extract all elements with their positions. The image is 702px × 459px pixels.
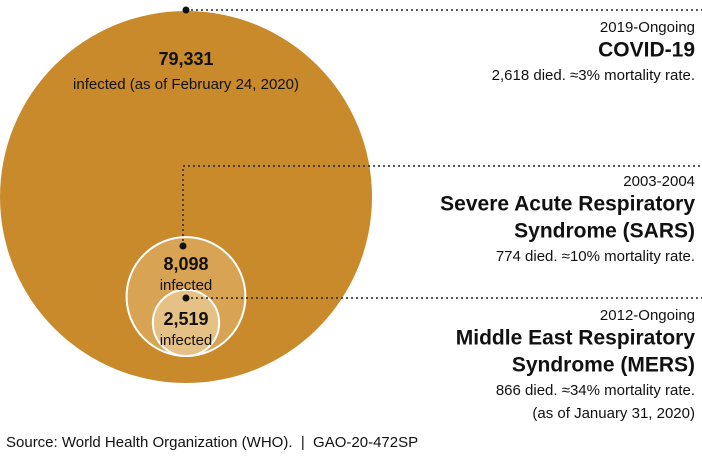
- leader-dot: [182, 6, 190, 14]
- value-note: infected (as of February 24, 2020): [73, 76, 299, 93]
- value-note: infected: [160, 277, 213, 294]
- value-label: 8,098: [163, 254, 208, 274]
- disease-name: COVID-19: [598, 39, 695, 62]
- leader-line: [182, 165, 702, 246]
- mortality-note: 774 died. ≈10% mortality rate.: [496, 248, 695, 265]
- bubble: [151, 288, 221, 358]
- value-label: 2,519: [163, 309, 208, 329]
- mortality-note: 866 died. ≈34% mortality rate.: [496, 382, 695, 399]
- mortality-note: 2,618 died. ≈3% mortality rate.: [492, 67, 695, 84]
- value-label: 79,331: [158, 49, 213, 69]
- disease-name: Syndrome (MERS): [512, 354, 695, 377]
- bubble: [0, 11, 372, 383]
- period: 2003-2004: [623, 173, 695, 190]
- disease-name: Severe Acute Respiratory: [440, 193, 695, 216]
- disease-name: Middle East Respiratory: [456, 327, 696, 350]
- period: 2019-Ongoing: [600, 19, 695, 36]
- value-note: infected: [160, 332, 213, 349]
- source: Source: World Health Organization (WHO).…: [6, 434, 418, 451]
- leader-dot: [182, 294, 190, 302]
- period: 2012-Ongoing: [600, 307, 695, 324]
- disease-name: Syndrome (SARS): [514, 220, 695, 243]
- leader-dot: [179, 242, 187, 250]
- mortality-note: (as of January 31, 2020): [532, 405, 695, 422]
